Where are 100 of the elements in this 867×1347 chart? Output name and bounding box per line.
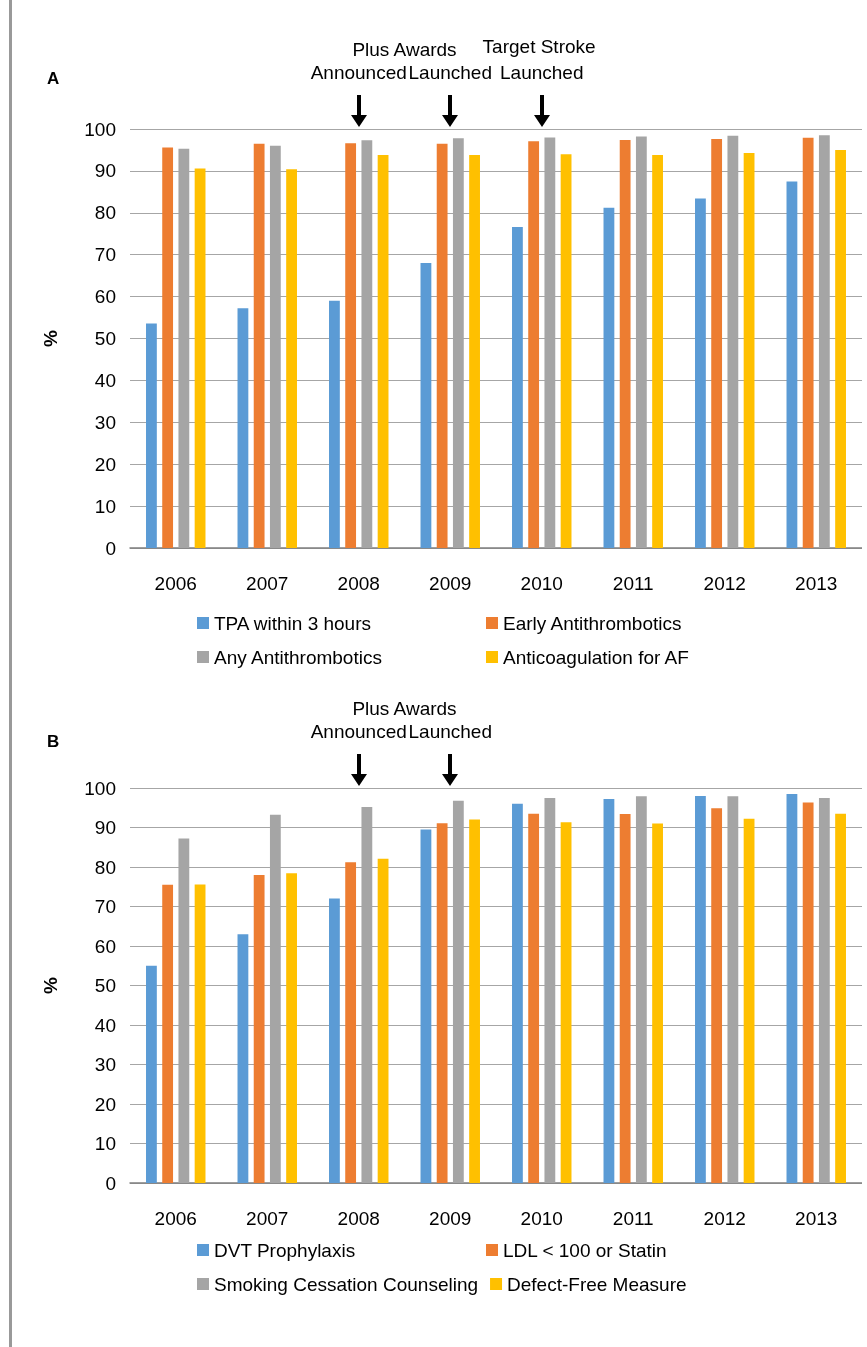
legend-label: Early Antithrombotics (503, 612, 682, 634)
bar (695, 795, 706, 1183)
y-tick-label: 60 (94, 286, 116, 308)
bar (469, 154, 480, 548)
bar (802, 802, 814, 1183)
y-axis-title: % (40, 976, 61, 994)
y-tick-label: 40 (94, 1014, 116, 1036)
x-tick-label: 2010 (520, 1208, 563, 1229)
legend-label: DVT Prophylaxis (214, 1239, 356, 1261)
bar (329, 300, 340, 548)
y-tick-label: 90 (94, 817, 116, 838)
x-tick-label: 2013 (795, 573, 838, 594)
y-tick-label: 50 (94, 975, 116, 996)
x-tick-label: 2008 (337, 573, 380, 594)
bar (528, 813, 540, 1183)
text: Launched (408, 720, 492, 742)
bar (436, 143, 448, 548)
legend-label: LDL < 100 or Statin (503, 1239, 667, 1261)
bar (835, 149, 846, 548)
bar (237, 308, 249, 548)
x-tick-label: 2008 (337, 1208, 380, 1229)
bar (743, 818, 755, 1183)
text: Announced (310, 720, 407, 742)
bar (253, 143, 265, 548)
x-tick-label: 2013 (795, 1208, 838, 1229)
bar (652, 823, 663, 1183)
y-axis-title: % (40, 329, 61, 347)
x-tick-label: 2012 (703, 1208, 746, 1229)
y-tick-label: 10 (94, 495, 116, 517)
x-tick-label: 2006 (154, 1208, 197, 1229)
bar (711, 139, 723, 548)
bar (560, 822, 572, 1183)
bar (345, 862, 357, 1183)
bar (619, 139, 631, 548)
bar (162, 147, 174, 548)
legend-label: TPA within 3 hours (214, 612, 372, 634)
y-tick-label: 60 (94, 935, 116, 957)
y-tick-label: 0 (105, 537, 116, 559)
bar (420, 829, 432, 1183)
y-tick-label: 80 (94, 202, 116, 224)
x-tick-label: 2010 (520, 573, 563, 594)
text: Launched (408, 61, 492, 83)
legend-label: Defect-Free Measure (507, 1273, 687, 1295)
y-tick-label: 100 (84, 777, 116, 799)
x-tick-label: 2009 (429, 573, 472, 594)
bar (253, 874, 265, 1183)
y-tick-label: 0 (105, 1172, 116, 1194)
bar (603, 799, 615, 1183)
y-tick-label: 100 (84, 118, 116, 140)
y-tick-label: 90 (94, 160, 116, 182)
text: Plus Awards (352, 698, 457, 719)
bar (436, 823, 448, 1183)
bar (786, 181, 798, 548)
x-tick-label: 2009 (429, 1208, 472, 1229)
bar (560, 154, 572, 548)
x-tick-label: 2011 (612, 1208, 654, 1229)
y-tick-label: 70 (94, 244, 116, 266)
y-tick-label: 30 (94, 411, 116, 433)
bar (162, 884, 174, 1183)
y-tick-label: 20 (94, 1093, 116, 1115)
bar (377, 154, 389, 548)
bar (469, 819, 480, 1183)
y-tick-label: 80 (94, 856, 116, 878)
bar (146, 965, 157, 1183)
y-tick-label: 20 (94, 453, 116, 475)
bar (603, 207, 615, 548)
y-tick-label: 70 (94, 896, 116, 917)
bar (194, 884, 206, 1183)
y-tick-label: 30 (94, 1054, 116, 1075)
bar (802, 137, 814, 548)
chart-title: A (47, 69, 60, 88)
y-tick-label: 50 (94, 328, 116, 349)
bar (512, 803, 523, 1183)
bar (652, 154, 663, 548)
bar (377, 858, 389, 1183)
x-tick-label: 2006 (154, 573, 197, 594)
bar (345, 143, 357, 548)
bar (286, 873, 297, 1183)
legend-label: Any Antithrombotics (214, 646, 382, 668)
x-tick-label: 2012 (703, 573, 746, 594)
bar (194, 168, 206, 548)
text: Announced (310, 61, 407, 83)
text: Plus Awards (352, 39, 457, 60)
bar (786, 793, 798, 1183)
bar (619, 814, 631, 1183)
bar (743, 152, 755, 548)
chart-title: B (47, 732, 60, 751)
bar (237, 934, 249, 1183)
x-tick-label: 2007 (246, 573, 289, 594)
legend-label: Smoking Cessation Counseling (214, 1273, 479, 1295)
bar (146, 323, 157, 548)
y-tick-label: 10 (94, 1133, 116, 1154)
legend-label: Anticoagulation for AF (503, 646, 689, 668)
bar (420, 263, 432, 548)
bar (286, 169, 297, 548)
x-tick-label: 2007 (246, 1208, 289, 1229)
x-tick-label: 2011 (612, 573, 654, 594)
bar (835, 813, 846, 1183)
bar (711, 808, 723, 1183)
bar (695, 198, 706, 548)
